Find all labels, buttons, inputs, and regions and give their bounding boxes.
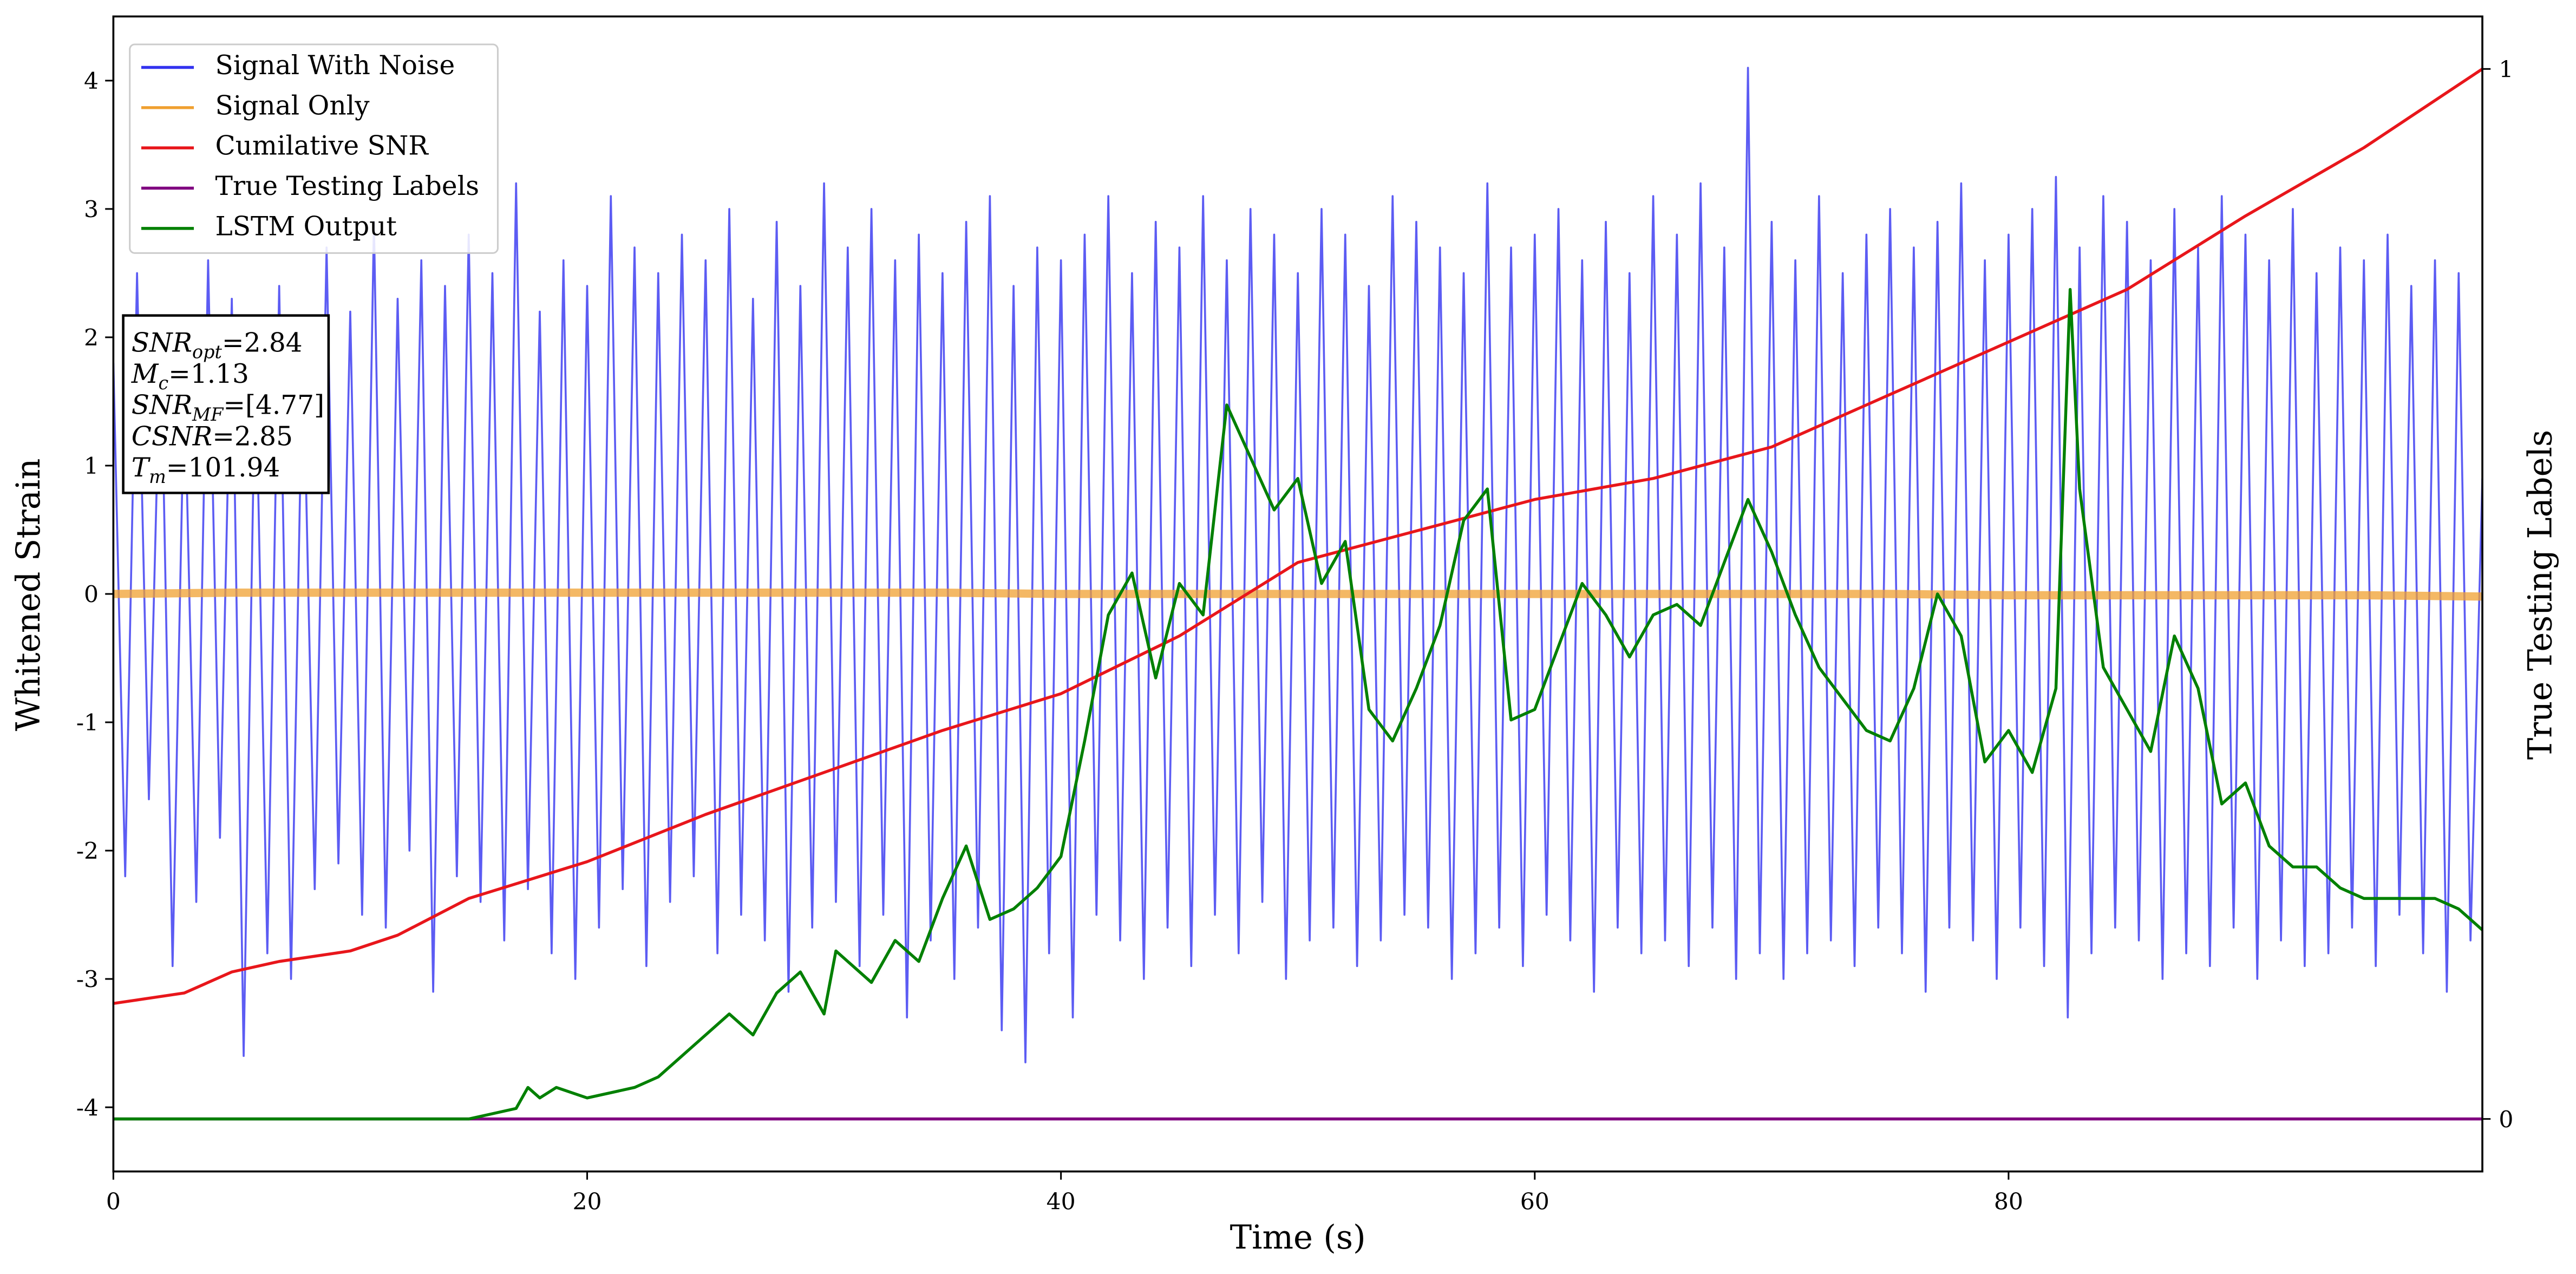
series-line [113,67,2483,1063]
y-tick-label: -2 [76,838,99,865]
x-tick-label: 20 [572,1188,601,1215]
plot-area [113,67,2483,1121]
annotation-line: SNRopt=2.84 [132,328,303,362]
y-tick-label: -3 [76,966,99,993]
annotation-line: SNRMF=[4.77] [132,390,324,425]
y-axis-label: Whitened Strain [10,459,48,731]
y-tick-label: 1 [84,453,99,480]
annotation-value: =101.94 [166,453,280,483]
y-tick-label: 0 [84,582,99,608]
series-line [113,68,2483,1005]
annotation-subscript: m [149,466,166,487]
annotation-symbol: CSNR [132,421,212,452]
annotation-value: =[4.77] [223,390,324,421]
x-tick-label: 40 [1047,1188,1076,1215]
legend: Signal With Noise Signal Only Cumilative S… [129,43,499,254]
annotation-subscript: opt [192,342,222,363]
x-tick-label: 0 [106,1188,121,1215]
legend-label: Cumilative SNR [215,131,429,161]
annotation-subscript: MF [192,404,224,425]
y2-tick-label: 1 [2499,57,2513,83]
y-tick-label: -4 [76,1095,99,1121]
x-tick-label: 60 [1520,1188,1549,1215]
y2-tick-label: 0 [2499,1107,2513,1133]
legend-label: Signal With Noise [215,50,455,81]
annotation-value: =2.84 [222,328,303,358]
series-line [113,288,2483,1121]
legend-label: LSTM Output [215,211,397,241]
legend-label: True Testing Labels [215,171,480,201]
annotation-symbol: T [132,453,151,483]
y2-axis-label: True Testing Labels [2521,430,2559,760]
annotation-symbol: SNR [132,390,192,421]
annotation-value: =2.85 [212,421,293,452]
y-tick-label: -1 [76,710,99,736]
annotation: SNRopt=2.84Mc=1.13SNRMF=[4.77]CSNR=2.85T… [122,314,330,494]
annotation-value: =1.13 [168,359,249,389]
y-tick-label: 3 [84,197,99,223]
y-tick-label: 4 [84,68,99,95]
annotation-symbol: M [131,359,159,389]
legend-label: Signal Only [215,90,370,121]
x-tick-label: 80 [1994,1188,2023,1215]
annotation-line: Mc=1.13 [131,359,249,394]
series-line [113,589,2483,601]
annotation-symbol: SNR [132,328,192,358]
y-tick-label: 2 [84,325,99,351]
annotation-line: CSNR=2.85 [132,421,293,452]
annotation-box [122,314,330,494]
annotation-subscript: c [158,373,168,394]
annotation-line: Tm=101.94 [132,453,280,487]
x-axis-label: Time (s) [1230,1219,1366,1257]
legend-box [129,43,499,254]
